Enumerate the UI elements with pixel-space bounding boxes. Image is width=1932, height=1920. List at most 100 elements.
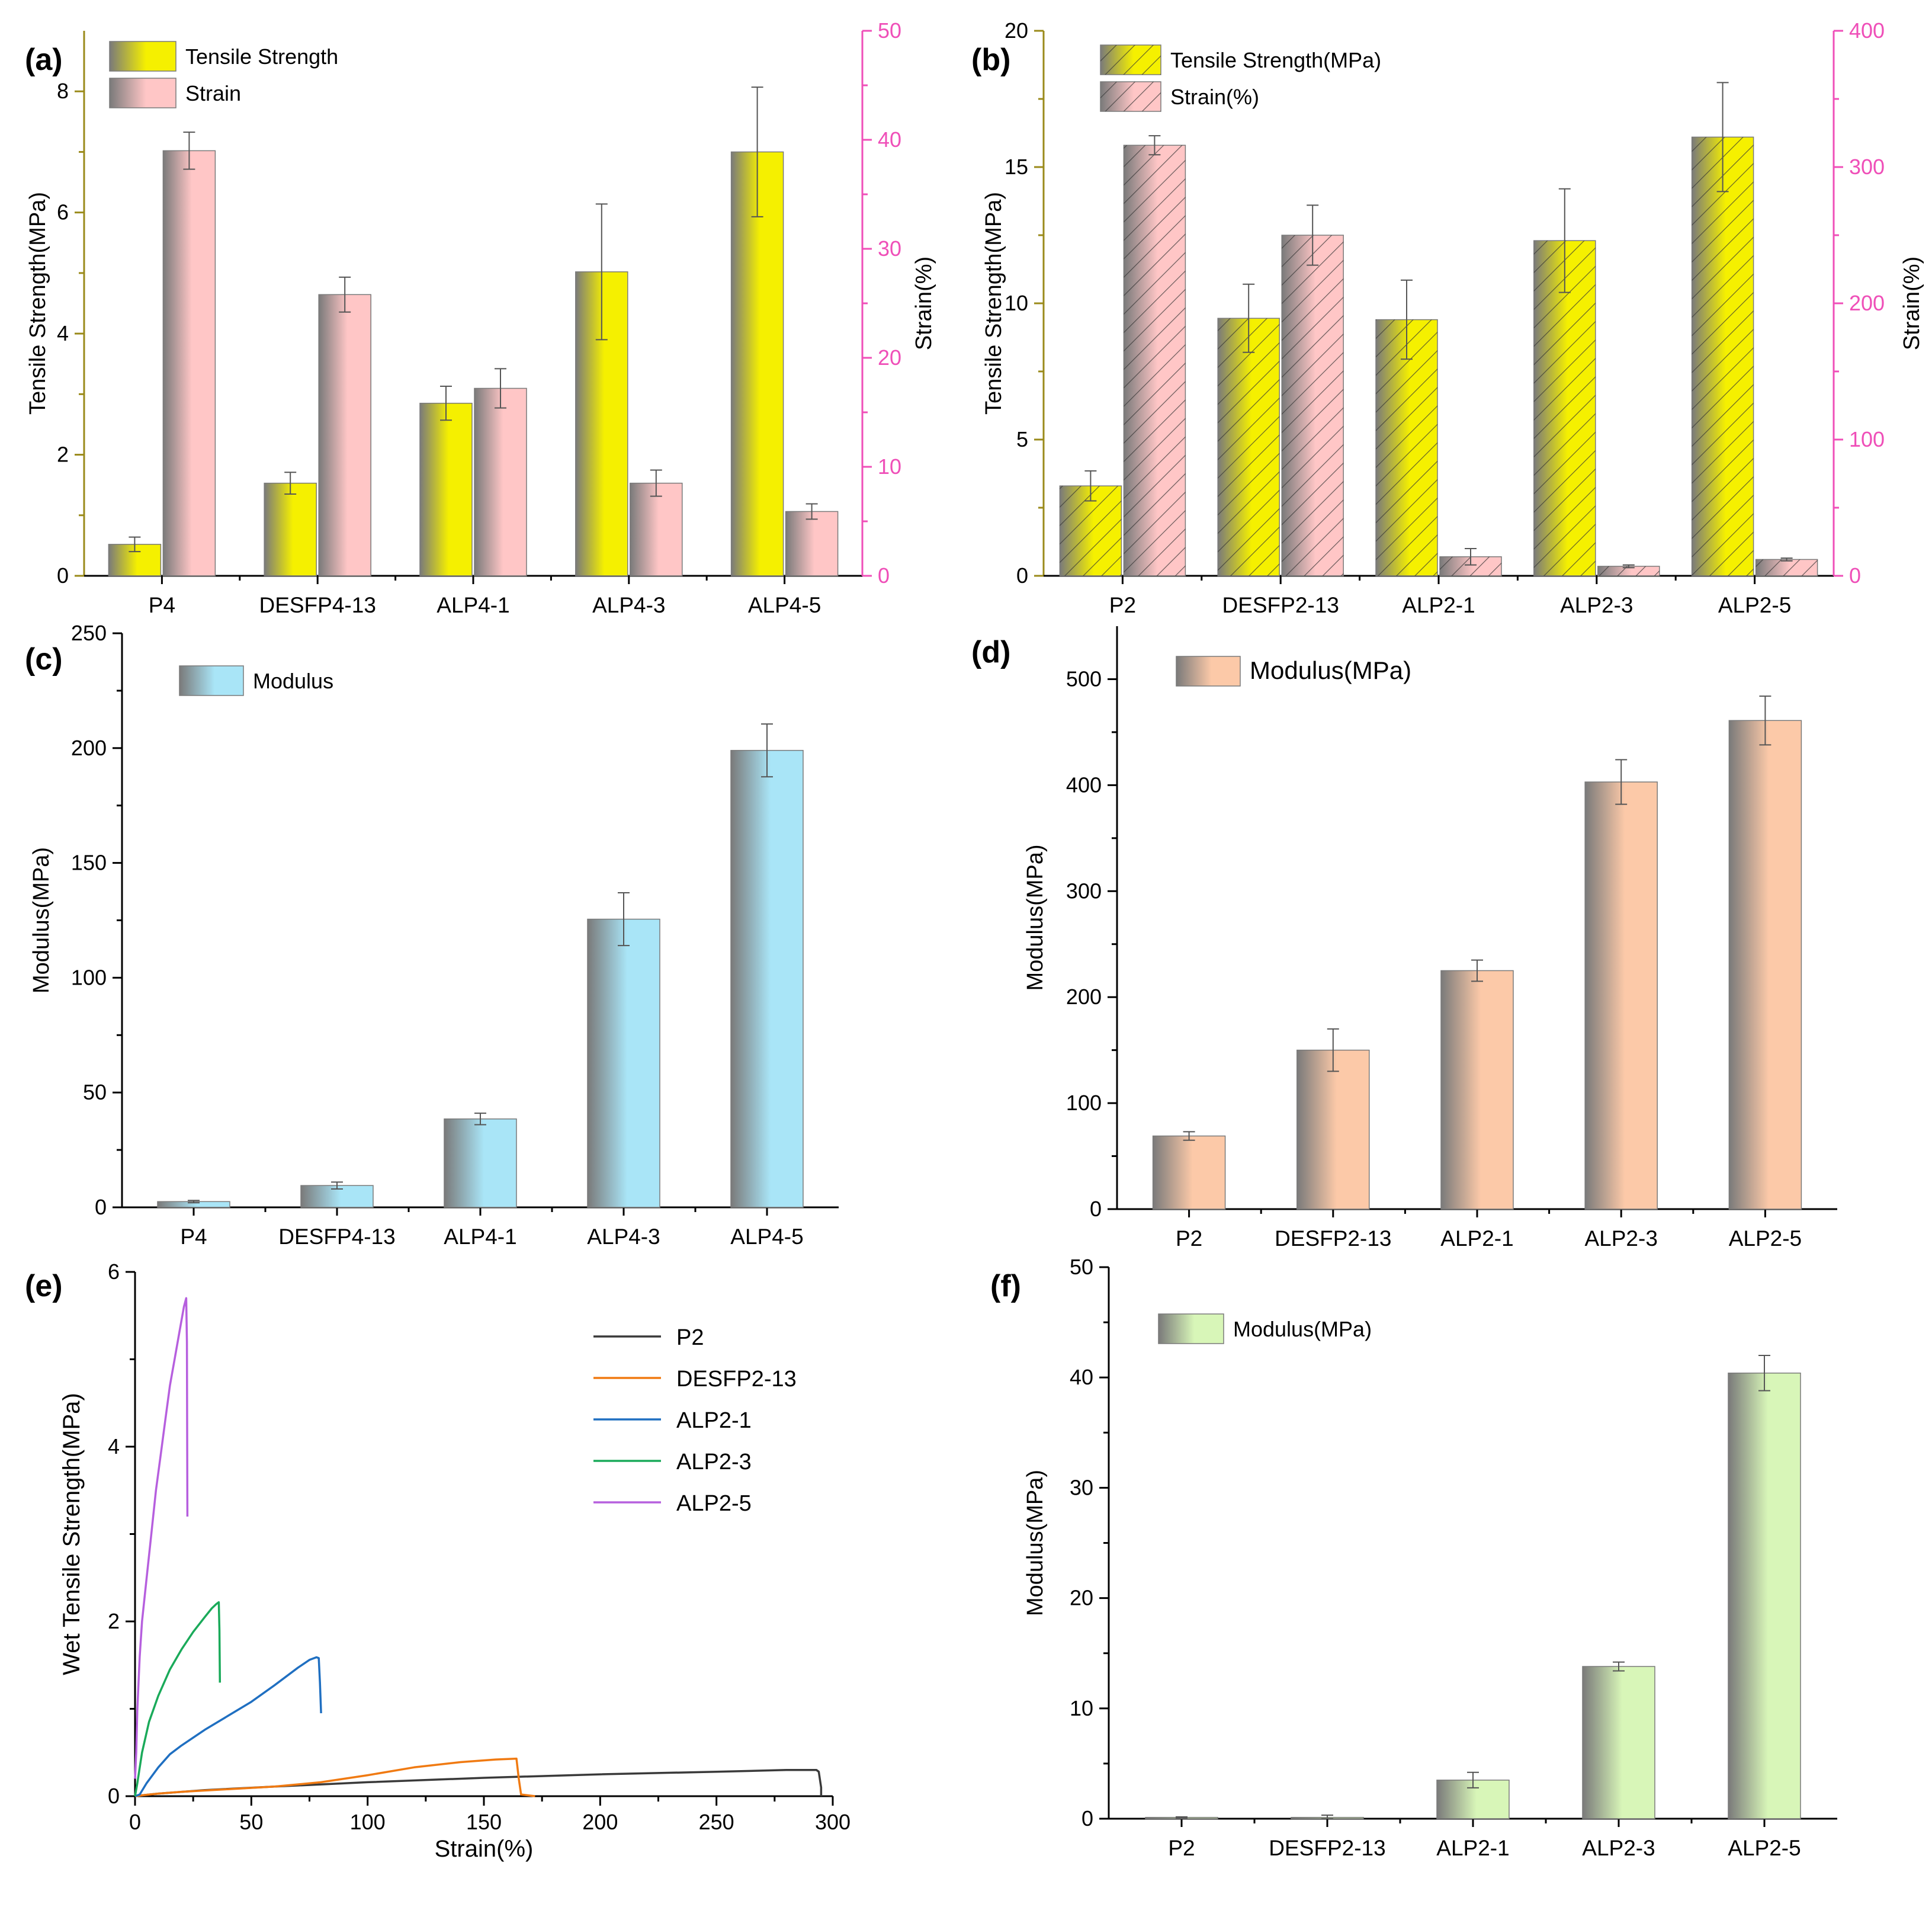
x-tick-label: ALP2-5 (1729, 1226, 1802, 1251)
y2-tick-label: 100 (1849, 427, 1885, 451)
y-tick-label: 8 (57, 79, 69, 103)
panel-a-chart: 0 2 4 6 8 0 10 20 30 40 50 Strain(%) Tensile Strengt… (25, 18, 936, 617)
y-axis-label: Modulus(MPa) (29, 847, 54, 993)
x-tick-label: P4 (149, 593, 175, 617)
x-tick-label: 300 (815, 1810, 851, 1834)
y-tick-label: 10 (1070, 1696, 1093, 1720)
panel-label: (f) (990, 1269, 1021, 1303)
x-tick-label: ALP2-3 (1560, 593, 1633, 617)
bar-modulusmpa-p2 (1152, 1135, 1226, 1210)
bar-hatch (1124, 145, 1186, 576)
y-tick-label: 200 (1066, 985, 1102, 1009)
legend-label: P2 (676, 1325, 704, 1350)
y-tick-label: 250 (71, 621, 107, 645)
x-tick-label: P2 (1109, 593, 1136, 617)
y-axis-label: Modulus(MPa) (1023, 1470, 1048, 1616)
y2-tick-label: 10 (878, 454, 901, 479)
y-tick-label: 30 (1070, 1475, 1093, 1499)
x-tick-label: P2 (1176, 1226, 1202, 1251)
bar-hatch (1597, 566, 1660, 576)
y2-tick-label: 0 (1849, 563, 1861, 588)
y-tick-label: 4 (108, 1434, 120, 1459)
y2-tick-label: 50 (878, 18, 901, 43)
bar-modulus-alp4-5 (730, 749, 804, 1208)
line-alp2-3 (134, 1601, 222, 1797)
legend-label: Strain(%) (1170, 85, 1259, 109)
y2-tick-label: 20 (878, 345, 901, 370)
x-tick-label: ALP2-1 (1402, 593, 1475, 617)
panel-label: (b) (971, 43, 1010, 77)
y-tick-label: 10 (1004, 291, 1028, 315)
panel-e-chart: 0 2 4 6 0 50 100 150 200 250 300 Strain(%) Wet Tensi… (25, 1259, 851, 1862)
legend-swatch (179, 665, 244, 696)
y2-tick-label: 400 (1849, 18, 1885, 43)
x-tick-label: ALP4-1 (437, 593, 509, 617)
y-tick-label: 0 (1090, 1197, 1102, 1221)
legend-swatch (109, 78, 176, 108)
y-tick-label: 20 (1070, 1586, 1093, 1610)
bar-modulusmpa-desfp2-13 (1296, 1049, 1370, 1210)
line-alp2-5 (134, 1297, 189, 1779)
y-tick-label: 0 (95, 1195, 107, 1219)
bar-hatch (1282, 235, 1344, 576)
x-tick-label: 100 (350, 1810, 386, 1834)
y-tick-label: 6 (57, 200, 69, 225)
bar-modulus-alp4-3 (587, 918, 660, 1208)
y-tick-label: 100 (71, 965, 107, 989)
bar-hatch (1692, 137, 1754, 576)
bar-modulusmpa-alp2-3 (1582, 1666, 1655, 1819)
y-tick-label: 400 (1066, 773, 1102, 797)
bar-hatch (1218, 318, 1280, 576)
y-tick-label: 20 (1004, 18, 1028, 43)
legend-swatch (1176, 656, 1241, 687)
y2-tick-label: 0 (878, 563, 890, 588)
bar-strain-desfp4-13 (318, 294, 371, 576)
x-tick-label: P4 (180, 1225, 207, 1249)
legend-swatch (1158, 1313, 1224, 1344)
y2-tick-label: 40 (878, 127, 901, 152)
y-tick-label: 15 (1004, 155, 1028, 179)
bar-strain-alp4-3 (630, 482, 683, 576)
x-tick-label: ALP4-5 (748, 593, 821, 617)
y2-tick-label: 300 (1849, 155, 1885, 179)
panel-label: (c) (25, 642, 63, 677)
y-tick-label: 0 (1016, 563, 1028, 588)
x-tick-label: ALP4-3 (592, 593, 665, 617)
legend-label: Modulus (253, 669, 333, 693)
y2-tick-label: 200 (1849, 291, 1885, 315)
y-tick-label: 150 (71, 851, 107, 875)
y2-axis-label: Strain(%) (912, 257, 936, 350)
x-axis-label: Strain(%) (435, 1836, 534, 1862)
y-tick-label: 5 (1016, 427, 1028, 451)
y-tick-label: 2 (108, 1609, 120, 1633)
legend-label: ALP2-3 (676, 1450, 752, 1475)
y-axis-label: Wet Tensile Strength(MPa) (59, 1393, 85, 1675)
bar-tensilestrength-desfp4-13 (264, 482, 317, 576)
x-tick-label: ALP2-5 (1728, 1836, 1801, 1860)
x-tick-label: ALP4-1 (444, 1225, 516, 1249)
y-tick-label: 300 (1066, 879, 1102, 903)
bar-strain-alp4-5 (785, 511, 839, 576)
y-tick-label: 50 (83, 1080, 107, 1104)
y-tick-label: 50 (1070, 1255, 1093, 1279)
x-tick-label: ALP2-3 (1582, 1836, 1655, 1860)
y2-tick-label: 30 (878, 236, 901, 261)
y-tick-label: 0 (1081, 1806, 1093, 1831)
bar-hatch (1756, 559, 1818, 576)
y-tick-label: 500 (1066, 666, 1102, 691)
x-tick-label: 50 (239, 1810, 263, 1834)
x-tick-label: ALP2-5 (1718, 593, 1791, 617)
line-desfp2-13 (134, 1757, 535, 1797)
bar-tensilestrength-alp4-1 (419, 402, 473, 576)
y-tick-label: 200 (71, 736, 107, 760)
panel-label: (a) (25, 43, 63, 77)
x-tick-label: 250 (699, 1810, 734, 1834)
x-tick-label: P2 (1168, 1836, 1195, 1860)
y-tick-label: 100 (1066, 1091, 1102, 1115)
y-tick-label: 0 (108, 1784, 120, 1808)
line-alp2-1 (134, 1656, 322, 1797)
x-tick-label: DESFP2-13 (1222, 593, 1339, 617)
legend-label: Tensile Strength(MPa) (1170, 48, 1381, 72)
